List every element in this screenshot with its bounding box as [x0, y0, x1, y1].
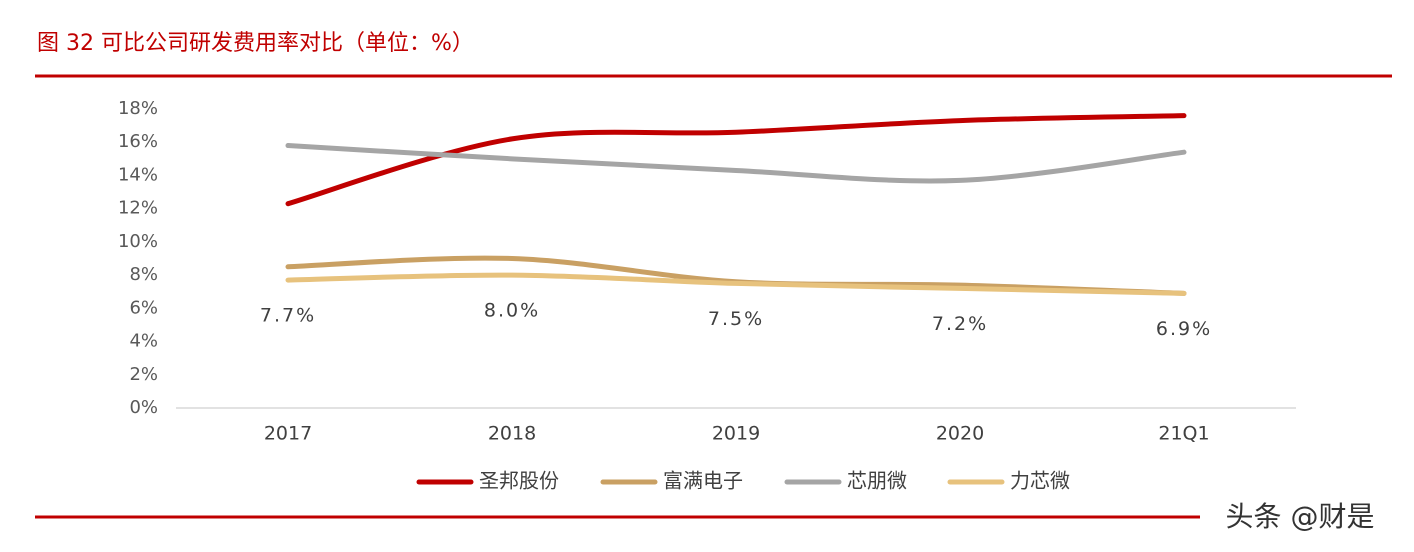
y-tick-label: 12%	[118, 198, 158, 219]
y-tick-label: 2%	[129, 364, 158, 385]
legend-label: 力芯微	[1010, 469, 1070, 493]
series-line	[285, 272, 1187, 296]
legend-label: 芯朋微	[847, 469, 907, 493]
x-tick-label: 2019	[712, 423, 760, 445]
series-line	[285, 143, 1187, 184]
x-tick-label: 2018	[488, 423, 536, 445]
y-tick-label: 10%	[118, 231, 158, 252]
data-label: 6.9%	[1156, 318, 1212, 340]
y-tick-label: 18%	[118, 98, 158, 119]
data-label: 7.7%	[260, 305, 316, 327]
data-label: 7.5%	[708, 308, 764, 330]
series-line	[285, 113, 1187, 207]
watermark: 头条 @财是	[1226, 500, 1375, 533]
data-label: 8.0%	[484, 300, 540, 322]
y-tick-label: 0%	[129, 397, 158, 418]
x-tick-label: 21Q1	[1158, 423, 1209, 445]
y-tick-label: 6%	[129, 297, 158, 318]
y-tick-label: 16%	[118, 131, 158, 152]
y-tick-label: 14%	[118, 164, 158, 185]
y-tick-label: 4%	[129, 331, 158, 352]
legend-label: 富满电子	[663, 469, 743, 493]
data-label: 7.2%	[932, 313, 988, 335]
x-tick-label: 2020	[936, 423, 984, 445]
legend-label: 圣邦股份	[479, 469, 559, 493]
y-tick-label: 8%	[129, 264, 158, 285]
chart-title: 图 32 可比公司研发费用率对比（单位：%）	[37, 31, 474, 56]
x-tick-label: 2017	[264, 423, 312, 445]
